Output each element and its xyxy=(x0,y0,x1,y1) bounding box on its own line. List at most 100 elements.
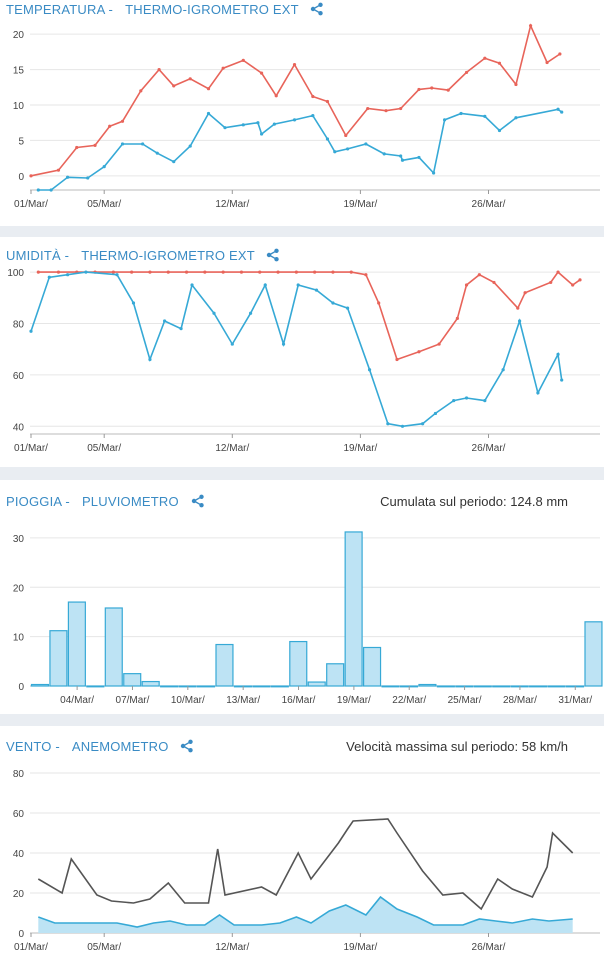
data-point xyxy=(230,342,234,346)
wind-max-note: Velocità massima sul periodo: 58 km/h xyxy=(346,739,568,754)
data-point xyxy=(497,128,502,133)
data-point xyxy=(190,283,194,287)
data-point xyxy=(516,306,520,310)
data-point xyxy=(558,52,562,56)
rain-bar xyxy=(252,685,271,688)
data-point xyxy=(66,273,70,277)
data-point xyxy=(514,116,518,120)
data-point xyxy=(157,67,161,72)
rain-bar xyxy=(123,673,142,687)
temperature-title: TEMPERATURA - THERMO-IGROMETRO EXT xyxy=(6,2,324,19)
y-tick-label: 0 xyxy=(18,172,24,183)
series-line xyxy=(37,818,574,911)
data-point xyxy=(221,270,225,274)
rain-chart: 0 10 20 30 04/Mar/07/Mar/10/Mar/13/Mar/16/Ma… xyxy=(13,531,603,706)
x-tick-label: 19/Mar/ xyxy=(343,942,377,953)
x-tick-label: 05/Mar/ xyxy=(87,443,121,454)
data-point xyxy=(477,273,481,277)
data-point xyxy=(483,114,487,118)
data-point xyxy=(367,368,372,372)
rain-bar xyxy=(30,683,50,687)
data-point xyxy=(464,396,469,400)
rain-bar xyxy=(160,685,179,688)
wind-source-label: ANEMOMETRO xyxy=(71,739,169,754)
rain-source-label: PLUVIOMETRO xyxy=(81,494,179,509)
y-tick-label: 20 xyxy=(13,889,25,900)
rain-bar xyxy=(473,685,492,688)
y-tick-label: 20 xyxy=(13,30,25,41)
data-point xyxy=(206,111,211,116)
rain-bar xyxy=(381,685,400,688)
temperature-source-label: THERMO-IGROMETRO EXT xyxy=(125,2,299,17)
x-tick-label: 28/Mar/ xyxy=(503,695,537,706)
data-point xyxy=(239,270,244,274)
wind-title: VENTO - ANEMOMETRO xyxy=(6,739,194,756)
data-point xyxy=(364,273,368,277)
x-tick-label: 19/Mar/ xyxy=(343,443,377,454)
x-tick-label: 16/Mar/ xyxy=(282,695,316,706)
x-tick-label: 01/Mar/ xyxy=(14,443,48,454)
data-point xyxy=(221,66,225,70)
data-point xyxy=(556,270,560,274)
data-point xyxy=(464,70,469,75)
rain-bar xyxy=(67,601,86,687)
data-point xyxy=(75,145,79,150)
data-point xyxy=(188,144,192,148)
x-tick-label: 26/Mar/ xyxy=(472,443,506,454)
data-point xyxy=(29,329,33,333)
data-point xyxy=(452,399,456,403)
data-point xyxy=(292,118,297,122)
data-point xyxy=(430,86,434,90)
y-tick-label: 30 xyxy=(13,534,25,545)
data-point xyxy=(556,107,560,111)
data-point xyxy=(364,142,368,146)
data-point xyxy=(139,89,143,93)
x-tick-label: 26/Mar/ xyxy=(472,199,506,210)
share-icon[interactable] xyxy=(310,2,324,19)
data-point xyxy=(249,311,253,315)
x-tick-label: 22/Mar/ xyxy=(392,695,426,706)
data-point xyxy=(446,88,450,92)
data-point xyxy=(560,378,564,382)
rain-bar xyxy=(215,643,234,687)
data-point xyxy=(56,168,61,172)
data-point xyxy=(311,94,315,99)
data-point xyxy=(518,319,522,323)
data-point xyxy=(131,301,136,305)
y-tick-label: 5 xyxy=(18,136,24,147)
data-point xyxy=(292,63,297,67)
data-point xyxy=(256,121,260,125)
x-tick-label: 05/Mar/ xyxy=(87,199,121,210)
data-point xyxy=(331,301,335,305)
rain-bar xyxy=(104,607,123,687)
y-tick-label: 10 xyxy=(13,101,25,112)
data-point xyxy=(272,122,276,126)
rain-cumulative-note: Cumulata sul periodo: 124.8 mm xyxy=(380,494,568,509)
rain-bar xyxy=(141,680,160,687)
x-tick-label: 04/Mar/ xyxy=(60,695,94,706)
y-tick-label: 20 xyxy=(13,583,25,594)
data-point xyxy=(549,280,553,285)
series-line xyxy=(30,271,563,428)
y-tick-label: 60 xyxy=(13,371,25,382)
data-point xyxy=(556,352,560,356)
humidity-source-label: THERMO-IGROMETRO EXT xyxy=(81,248,255,263)
data-point xyxy=(501,368,505,372)
share-icon[interactable] xyxy=(180,739,194,756)
share-icon[interactable] xyxy=(266,248,280,265)
rain-bar xyxy=(196,685,216,688)
data-point xyxy=(203,270,207,274)
series-area xyxy=(38,897,573,933)
data-point xyxy=(325,99,330,104)
data-point xyxy=(333,150,337,154)
x-tick-label: 19/Mar/ xyxy=(343,199,377,210)
data-point xyxy=(313,270,317,274)
data-point xyxy=(166,270,170,274)
data-point xyxy=(578,278,582,282)
data-point xyxy=(276,270,280,274)
rain-bar xyxy=(363,646,382,687)
rain-bar xyxy=(270,685,289,688)
share-icon[interactable] xyxy=(191,494,205,511)
data-point xyxy=(29,174,33,178)
data-point xyxy=(421,422,425,426)
